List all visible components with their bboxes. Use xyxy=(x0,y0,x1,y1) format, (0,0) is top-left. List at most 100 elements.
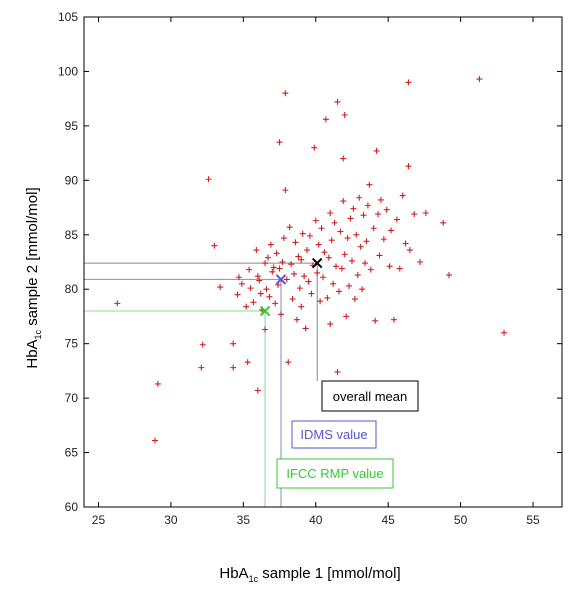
data-point xyxy=(246,266,253,273)
annotation-ifcc: IFCC RMP value xyxy=(276,458,394,489)
data-point xyxy=(370,225,377,232)
data-point xyxy=(367,266,374,273)
data-point xyxy=(335,288,342,295)
data-point xyxy=(340,155,347,162)
overall-mean-box xyxy=(321,380,419,412)
data-point xyxy=(359,286,366,293)
y-tick-label: 100 xyxy=(58,64,78,78)
data-point xyxy=(211,242,218,249)
data-point xyxy=(304,247,311,254)
data-point xyxy=(263,286,270,293)
data-point xyxy=(353,231,360,238)
data-point xyxy=(298,256,305,263)
data-point xyxy=(306,232,313,239)
data-point xyxy=(340,198,347,205)
reference-lines xyxy=(84,262,318,507)
data-point xyxy=(199,341,206,348)
data-point xyxy=(286,224,293,231)
data-point xyxy=(285,359,292,366)
data-point xyxy=(238,280,245,287)
y-tick-label: 80 xyxy=(65,282,79,296)
data-point xyxy=(325,254,332,261)
data-point xyxy=(296,285,303,292)
data-point xyxy=(422,210,429,216)
data-point xyxy=(230,340,237,347)
data-point xyxy=(405,79,412,86)
data-point xyxy=(253,247,260,254)
mean-markers xyxy=(259,257,323,317)
data-point xyxy=(298,303,305,310)
data-point xyxy=(262,260,269,267)
data-point xyxy=(330,280,337,287)
data-point xyxy=(364,202,371,209)
data-point xyxy=(375,211,382,218)
data-point xyxy=(293,316,300,323)
data-point xyxy=(363,238,370,245)
data-point xyxy=(446,272,453,279)
y-tick-label: 105 xyxy=(58,10,78,24)
data-point xyxy=(114,300,121,307)
data-point xyxy=(243,303,250,310)
data-point xyxy=(402,240,409,247)
data-point xyxy=(247,285,254,292)
y-tick-label: 60 xyxy=(65,500,79,514)
data-point xyxy=(254,387,261,394)
x-tick-label: 55 xyxy=(526,513,540,527)
data-point xyxy=(312,217,319,224)
data-point xyxy=(276,265,283,272)
data-point xyxy=(250,299,257,306)
data-point xyxy=(256,277,263,284)
data-point xyxy=(351,296,358,303)
data-point xyxy=(311,144,318,151)
data-point xyxy=(276,139,283,146)
data-point xyxy=(406,247,413,254)
data-points xyxy=(114,76,508,444)
y-axis-title-rest: sample 2 [mmol/mol] xyxy=(24,187,41,330)
data-point xyxy=(308,290,315,297)
y-axis-title-prefix: HbA xyxy=(24,339,41,368)
overall-mean-marker xyxy=(311,257,323,269)
y-tick-label: 70 xyxy=(65,391,79,405)
data-point xyxy=(291,270,298,277)
overall-mean-label: overall mean xyxy=(333,389,407,404)
data-point xyxy=(317,298,324,305)
annotation-idms: IDMS value xyxy=(291,420,377,449)
data-point xyxy=(314,269,321,276)
ifcc-label: IFCC RMP value xyxy=(286,466,383,481)
data-point xyxy=(217,284,224,291)
data-point xyxy=(383,206,390,213)
data-point xyxy=(334,98,341,105)
data-point xyxy=(337,228,344,235)
x-tick-label: 50 xyxy=(454,513,468,527)
data-point xyxy=(283,276,290,283)
data-point xyxy=(346,282,353,289)
data-point xyxy=(328,237,335,244)
data-point xyxy=(440,219,447,226)
data-point xyxy=(315,241,322,248)
data-point xyxy=(333,263,340,270)
data-point xyxy=(279,259,286,265)
data-point xyxy=(338,265,345,272)
x-tick-label: 30 xyxy=(164,513,178,527)
data-point xyxy=(272,300,279,307)
data-point xyxy=(289,296,296,303)
data-point xyxy=(269,268,276,275)
data-point xyxy=(282,187,289,194)
plot-area-frame xyxy=(83,16,563,508)
data-point xyxy=(357,243,364,250)
x-axis-title-prefix: HbA xyxy=(219,565,248,582)
data-point xyxy=(295,253,302,260)
data-point xyxy=(235,274,242,281)
data-point xyxy=(264,254,271,261)
data-point xyxy=(376,252,383,259)
data-point xyxy=(266,293,273,300)
data-point xyxy=(372,317,379,324)
data-point xyxy=(396,265,403,272)
data-point xyxy=(405,163,412,170)
data-point xyxy=(299,230,306,237)
data-point xyxy=(373,147,380,154)
data-point xyxy=(380,236,387,243)
data-point xyxy=(356,194,363,201)
